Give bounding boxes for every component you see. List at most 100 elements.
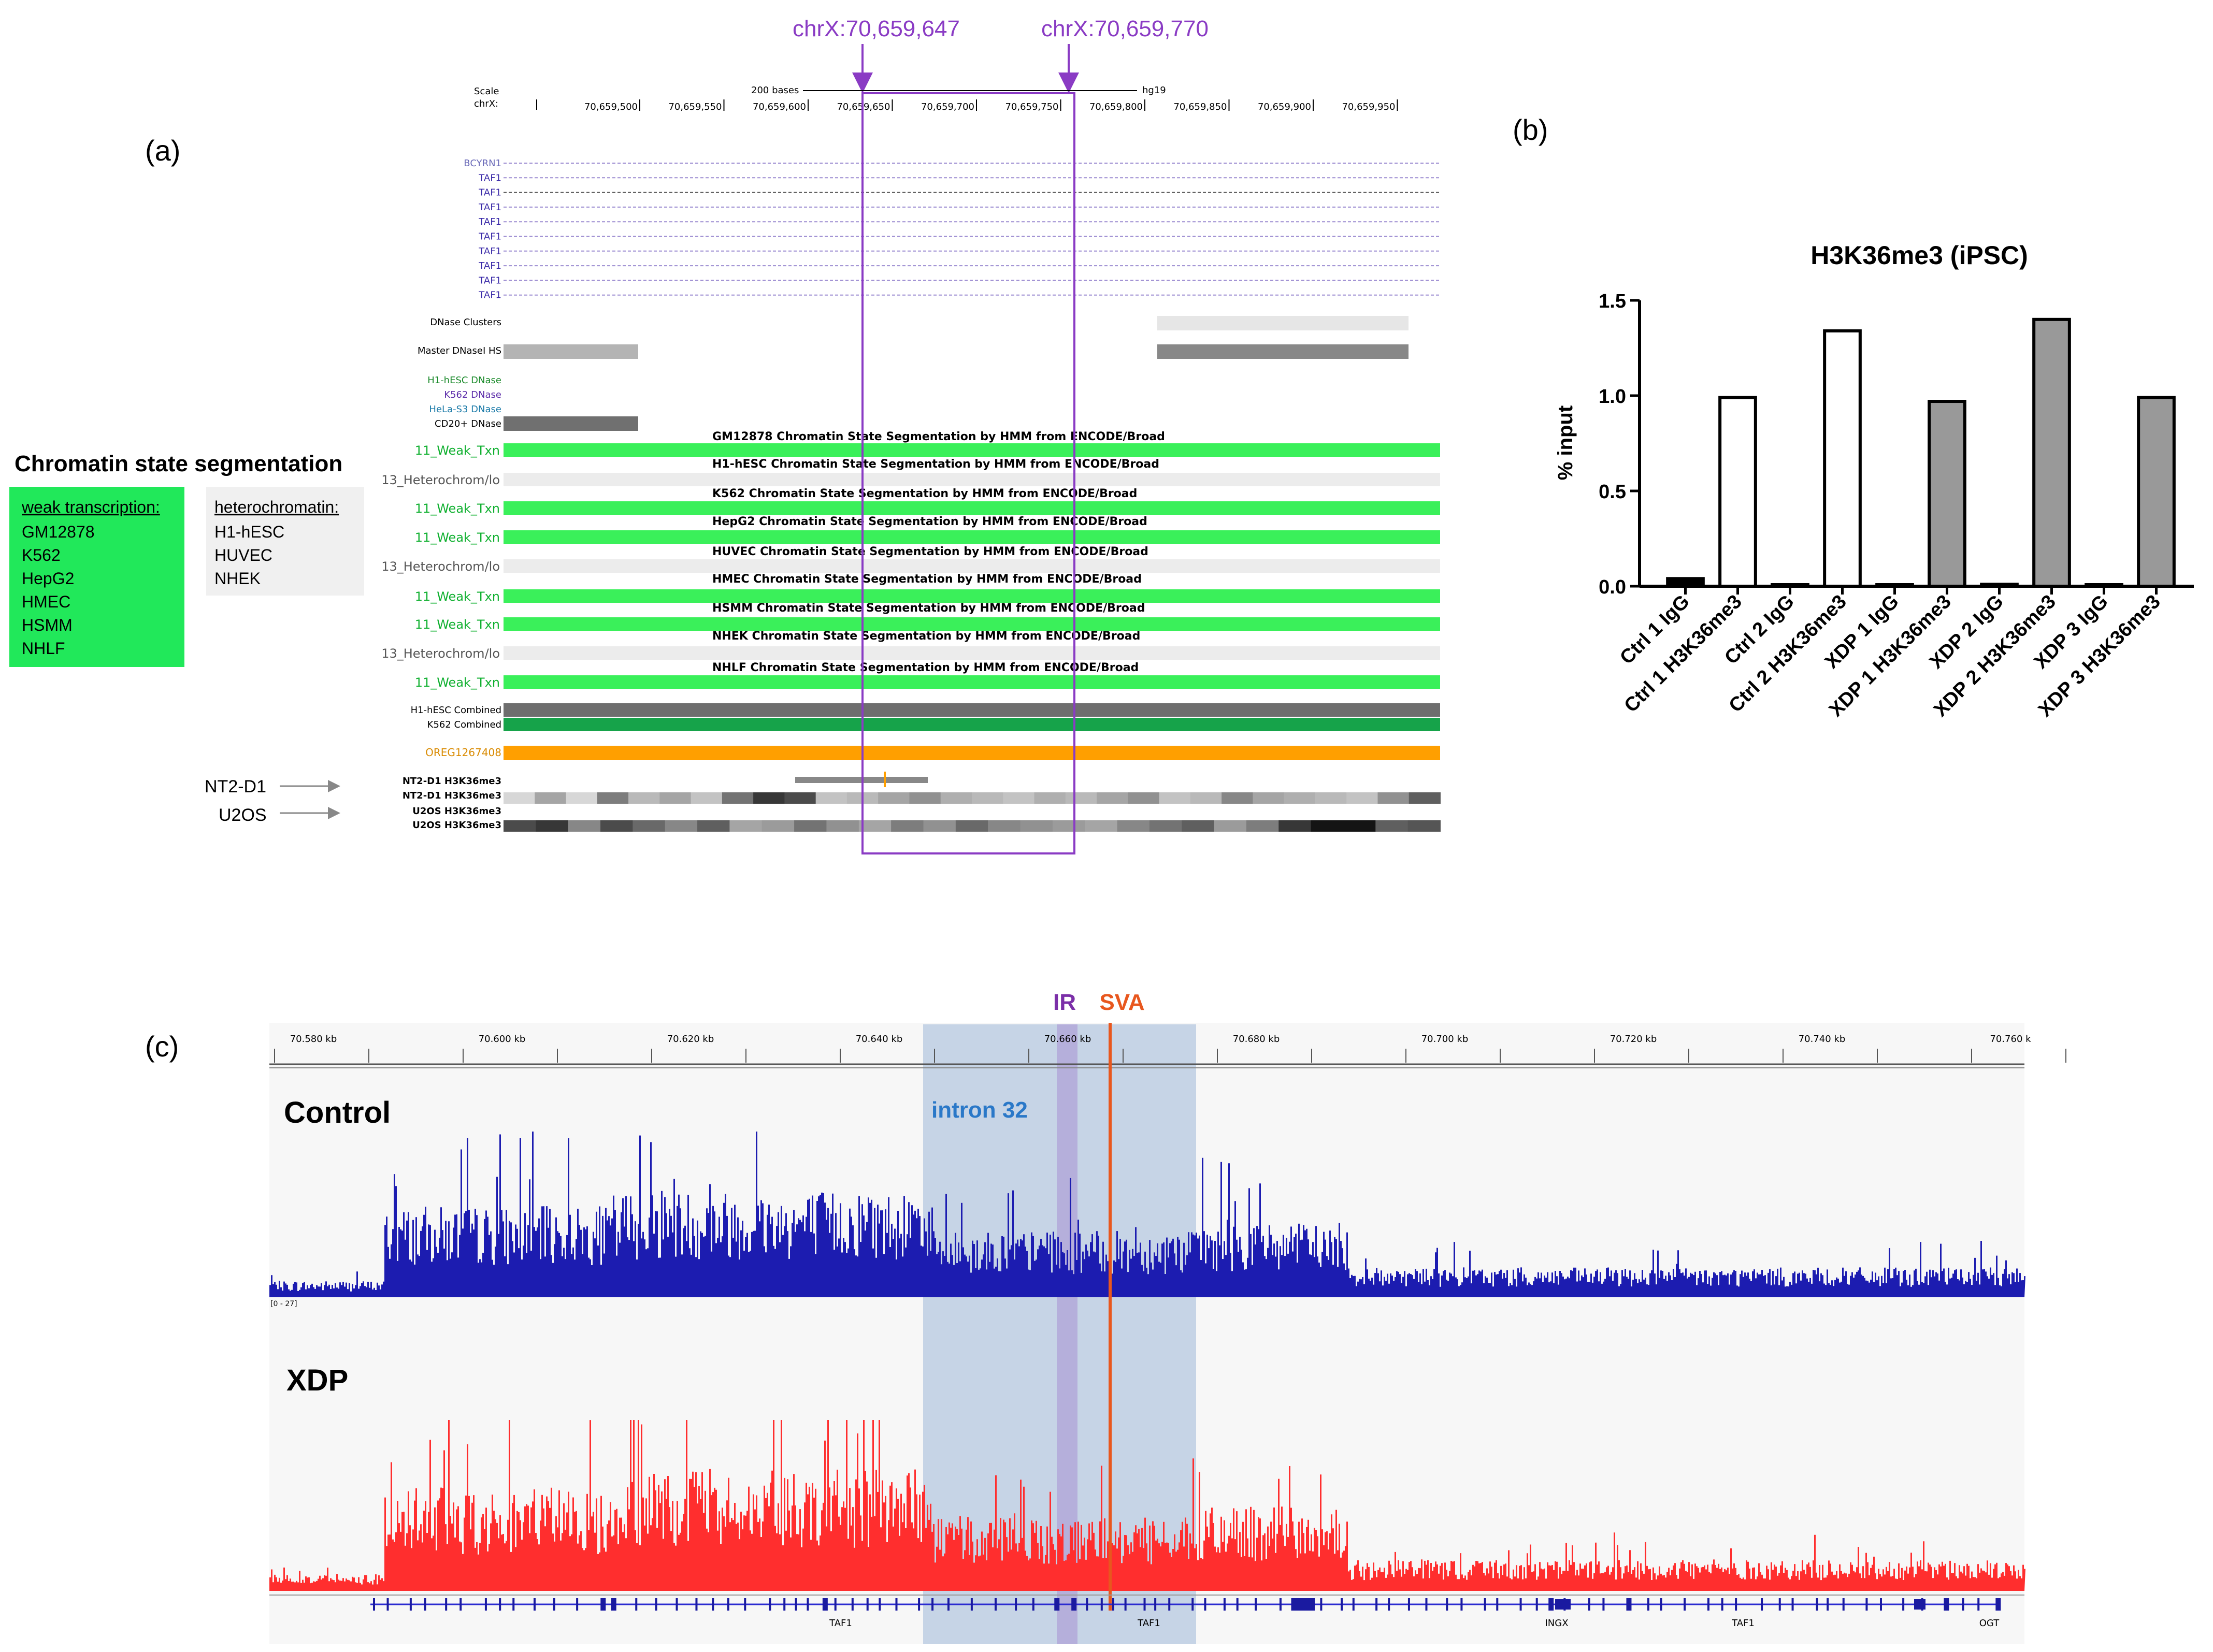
- nt2-signal-seg: [628, 792, 660, 804]
- chart-ylabel: % input: [1554, 405, 1577, 480]
- dnase-clusters-label: DNase Clusters: [430, 317, 501, 328]
- u2os-signal-seg: [1407, 820, 1441, 832]
- exon: [1204, 1598, 1206, 1611]
- u2os-signal-seg: [1214, 820, 1247, 832]
- chromhmm-title: H1-hESC Chromatin State Segmentation by …: [712, 458, 1159, 471]
- nt2-signal-seg: [566, 792, 598, 804]
- exon: [783, 1598, 786, 1611]
- ruler-tick-label: 70,659,750: [1005, 102, 1058, 112]
- u2os-signal-seg: [1182, 820, 1215, 832]
- weak-txn-bar: [504, 589, 1440, 603]
- chromhmm-state-label: 13_Heterochrom/lo: [381, 473, 500, 487]
- exon: [1168, 1598, 1171, 1611]
- u2os-signal-seg: [568, 820, 601, 832]
- u2os-signal-seg: [1020, 820, 1053, 832]
- u2os-track-label-2: U2OS H3K36me3: [412, 820, 501, 831]
- exon: [1721, 1598, 1723, 1611]
- exon: [1223, 1598, 1226, 1611]
- panel-a: (a) chrX:70,659,647 chrX:70,659,770 Scal…: [9, 16, 1441, 854]
- intron-label: intron 32: [931, 1097, 1028, 1123]
- legend-title: Chromatin state segmentation: [15, 451, 342, 476]
- chromhmm-title: GM12878 Chromatin State Segmentation by …: [712, 430, 1165, 443]
- exon: [499, 1598, 501, 1611]
- exon: [1816, 1598, 1818, 1611]
- heterochrom-bar: [504, 646, 1440, 660]
- ruler-chrom-label: chrX:: [474, 98, 498, 109]
- legend-het-item: H1-hESC: [214, 523, 284, 541]
- nt2-signal-seg: [691, 792, 723, 804]
- exon: [1291, 1598, 1294, 1611]
- u2os-signal-seg: [600, 820, 634, 832]
- igv-ruler-label: 70.620 kb: [667, 1034, 714, 1045]
- nt2-signal-seg: [1097, 792, 1129, 804]
- gene-label: TAF1: [478, 231, 501, 242]
- panel-c: (c) IR SVA 70.580 kb 70.600 kb 70.620 kb 70…: [145, 990, 2066, 1644]
- ir-label: IR: [1053, 990, 1076, 1015]
- chromhmm-state-label: 13_Heterochrom/lo: [381, 646, 500, 661]
- dnase-master-label: Master DNaseI HS: [418, 345, 501, 356]
- legend-het-box: [206, 487, 364, 596]
- y-tick-label: 0.5: [1599, 481, 1626, 503]
- exon: [1071, 1598, 1077, 1611]
- u2os-signal-seg: [955, 820, 989, 832]
- exon: [1496, 1598, 1499, 1611]
- nt2-signal-seg: [1315, 792, 1347, 804]
- bar: [1928, 400, 1966, 588]
- exon: [1112, 1598, 1114, 1611]
- u2os-signal-seg: [988, 820, 1021, 832]
- gene-tracks: BCYRN1 TAF1 TAF1 TAF1 TAF1 TAF1 TAF1 TAF1 TAF1 TA…: [464, 158, 1440, 301]
- u2os-signal-seg: [633, 820, 666, 832]
- exon: [1842, 1598, 1845, 1611]
- bar: [1980, 583, 2019, 588]
- chromhmm-state-label: 11_Weak_Txn: [415, 443, 500, 458]
- range-label: [0 - 27]: [270, 1300, 297, 1308]
- exon: [1032, 1598, 1034, 1611]
- u2os-signal-seg: [665, 820, 698, 832]
- exon: [1255, 1598, 1257, 1611]
- chart-title: H3K36me3 (iPSC): [1810, 241, 2028, 270]
- exon: [1154, 1598, 1157, 1611]
- exon: [712, 1598, 714, 1611]
- nt2-signal-seg: [940, 792, 972, 804]
- chromhmm-title: HepG2 Chromatin State Segmentation by HM…: [712, 515, 1147, 528]
- nt2-signal-seg: [909, 792, 941, 804]
- gene-label: INGX: [1545, 1618, 1568, 1629]
- nt2-signal-seg: [1222, 792, 1254, 804]
- u2os-signal-seg: [858, 820, 892, 832]
- legend-weak-item: NHLF: [22, 639, 65, 658]
- nt2-signal-seg: [1377, 792, 1410, 804]
- chromhmm-title: K562 Chromatin State Segmentation by HMM…: [712, 487, 1137, 500]
- y-tick-label: 0.0: [1599, 576, 1626, 598]
- chromhmm-state-label: 13_Heterochrom/lo: [381, 559, 500, 574]
- panel-b-label: (b): [1513, 113, 1548, 146]
- marker-left-label: chrX:70,659,647: [793, 16, 960, 41]
- exon: [1735, 1598, 1737, 1611]
- y-tick-label: 1.0: [1599, 386, 1626, 408]
- chromhmm-tracks: GM12878 Chromatin State Segmentation by …: [381, 430, 1440, 690]
- nt2-signal-seg: [1128, 792, 1160, 804]
- nt2-signal-seg: [1409, 792, 1441, 804]
- exon: [1995, 1598, 2001, 1611]
- ruler-tick-label: 70,659,900: [1258, 102, 1311, 112]
- xdp-coverage-track: [269, 1420, 2025, 1591]
- exon: [866, 1598, 869, 1611]
- bar: [2085, 583, 2123, 588]
- gene-label: TAF1: [1731, 1618, 1755, 1629]
- gene-label: TAF1: [1137, 1618, 1160, 1629]
- weak-txn-bar: [504, 530, 1440, 544]
- heterochrom-bar: [504, 559, 1440, 573]
- exon: [1407, 1598, 1410, 1611]
- u2os-signal-seg: [761, 820, 795, 832]
- sva-label: SVA: [1099, 990, 1144, 1015]
- nt2-signal-seg: [1003, 792, 1035, 804]
- exon: [1535, 1598, 1538, 1611]
- weak-txn-bar: [504, 675, 1440, 689]
- exon: [1191, 1598, 1194, 1611]
- region-highlight-box: [861, 92, 1075, 854]
- ruler-assembly: hg19: [1142, 85, 1166, 96]
- chromhmm-title: HSMM Chromatin State Segmentation by HMM…: [712, 602, 1145, 615]
- legend-weak-list: GM12878 K562 HepG2 HMEC HSMM NHLF: [22, 523, 95, 658]
- u2os-signal-seg: [1246, 820, 1280, 832]
